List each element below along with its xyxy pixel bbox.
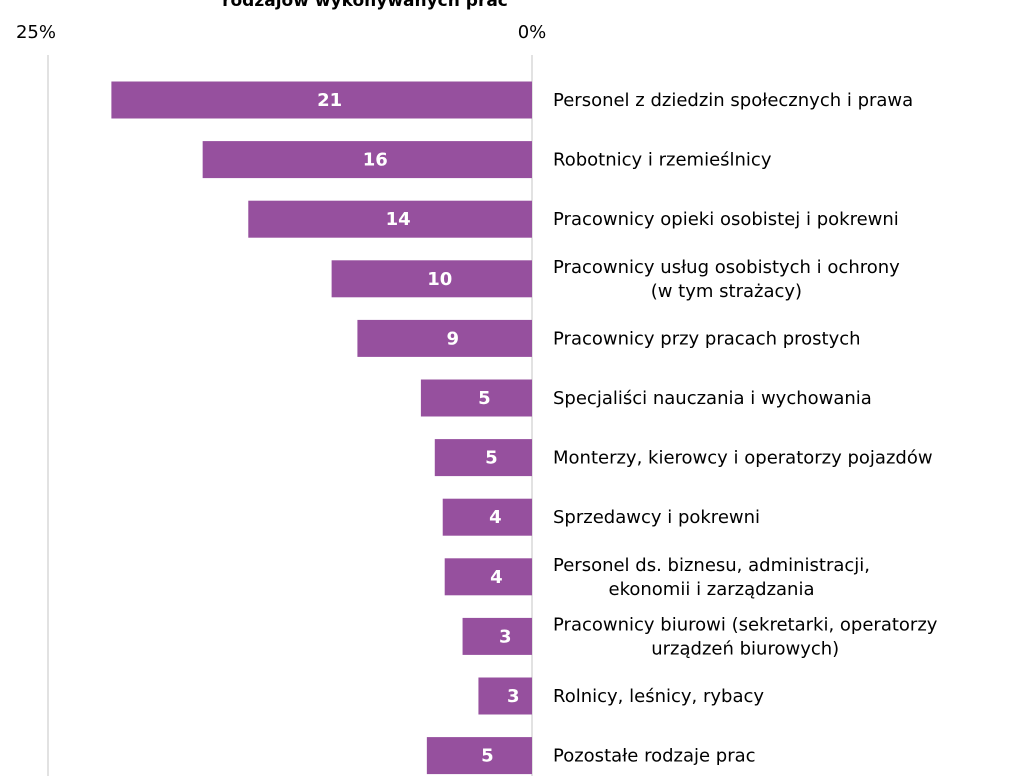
- bar: [331, 260, 532, 298]
- category-label: Pracownicy przy pracach prostych: [553, 328, 861, 349]
- category-label: Pozostałe rodzaje prac: [553, 746, 756, 767]
- bar: [357, 319, 532, 357]
- category-label-line: Personel ds. biznesu, administracji,: [553, 555, 870, 576]
- bar-value-label: 4: [490, 567, 503, 588]
- bar: [442, 498, 532, 536]
- bar: [444, 558, 532, 596]
- bar-value-label: 14: [386, 209, 411, 230]
- bar: [434, 439, 532, 477]
- category-label-line: Pracownicy usług osobistych i ochrony: [553, 257, 900, 278]
- bar: [202, 141, 532, 179]
- bar-value-label: 5: [478, 388, 491, 409]
- category-label-line: (w tym strażacy): [651, 281, 802, 302]
- bar: [426, 737, 532, 775]
- bar: [111, 81, 532, 119]
- chart-title: rodzajów wykonywanych prac: [222, 0, 508, 11]
- bar: [248, 200, 532, 238]
- bar-value-label: 5: [485, 448, 498, 469]
- bar-value-label: 9: [446, 328, 459, 349]
- bar-value-label: 3: [507, 686, 520, 707]
- category-label: Pracownicy usług osobistych i ochrony (w …: [553, 257, 900, 302]
- category-label: Personel z dziedzin społecznych i prawa: [553, 90, 913, 111]
- bar-value-label: 21: [317, 90, 342, 111]
- category-label: Sprzedawcy i pokrewni: [553, 507, 760, 528]
- bar-value-label: 10: [427, 269, 452, 290]
- x-axis-ticks: 25% 0%: [16, 22, 546, 43]
- bar-value-label: 4: [489, 507, 502, 528]
- category-label-line: urządzeń biurowych): [651, 638, 839, 659]
- category-label: Rolnicy, leśnicy, rybacy: [553, 686, 764, 707]
- bars-group: 21 16 14 10 9 5 5 4 4 3 3 5: [111, 81, 532, 775]
- category-label: Monterzy, kierowcy i operatorzy pojazdów: [553, 448, 933, 469]
- bar: [420, 379, 532, 417]
- x-tick-label: 0%: [518, 22, 547, 43]
- x-tick-label: 25%: [16, 22, 56, 43]
- bar: [462, 617, 532, 655]
- category-label: Pracownicy biurowi (sekretarki, operator…: [553, 614, 938, 659]
- bar-value-label: 3: [499, 626, 512, 647]
- category-label: Pracownicy opieki osobistej i pokrewni: [553, 209, 899, 230]
- category-labels-group: Personel z dziedzin społecznych i prawa R…: [553, 90, 938, 767]
- category-label: Specjaliści nauczania i wychowania: [553, 388, 872, 409]
- bar-value-label: 5: [481, 746, 494, 767]
- category-label: Personel ds. biznesu, administracji, ekon…: [553, 555, 870, 600]
- category-label-line: Pracownicy biurowi (sekretarki, operator…: [553, 614, 938, 635]
- bar: [478, 677, 532, 715]
- bar-value-label: 16: [363, 150, 388, 171]
- category-label-line: ekonomii i zarządzania: [609, 579, 815, 600]
- category-label: Robotnicy i rzemieślnicy: [553, 150, 772, 171]
